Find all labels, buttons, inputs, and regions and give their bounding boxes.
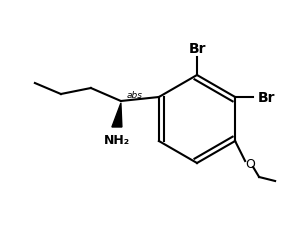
Text: NH₂: NH₂ [104, 134, 130, 147]
Text: Br: Br [188, 42, 206, 56]
Text: abs: abs [127, 91, 143, 100]
Text: O: O [245, 157, 255, 170]
Polygon shape [112, 103, 122, 128]
Text: Br: Br [257, 91, 275, 105]
